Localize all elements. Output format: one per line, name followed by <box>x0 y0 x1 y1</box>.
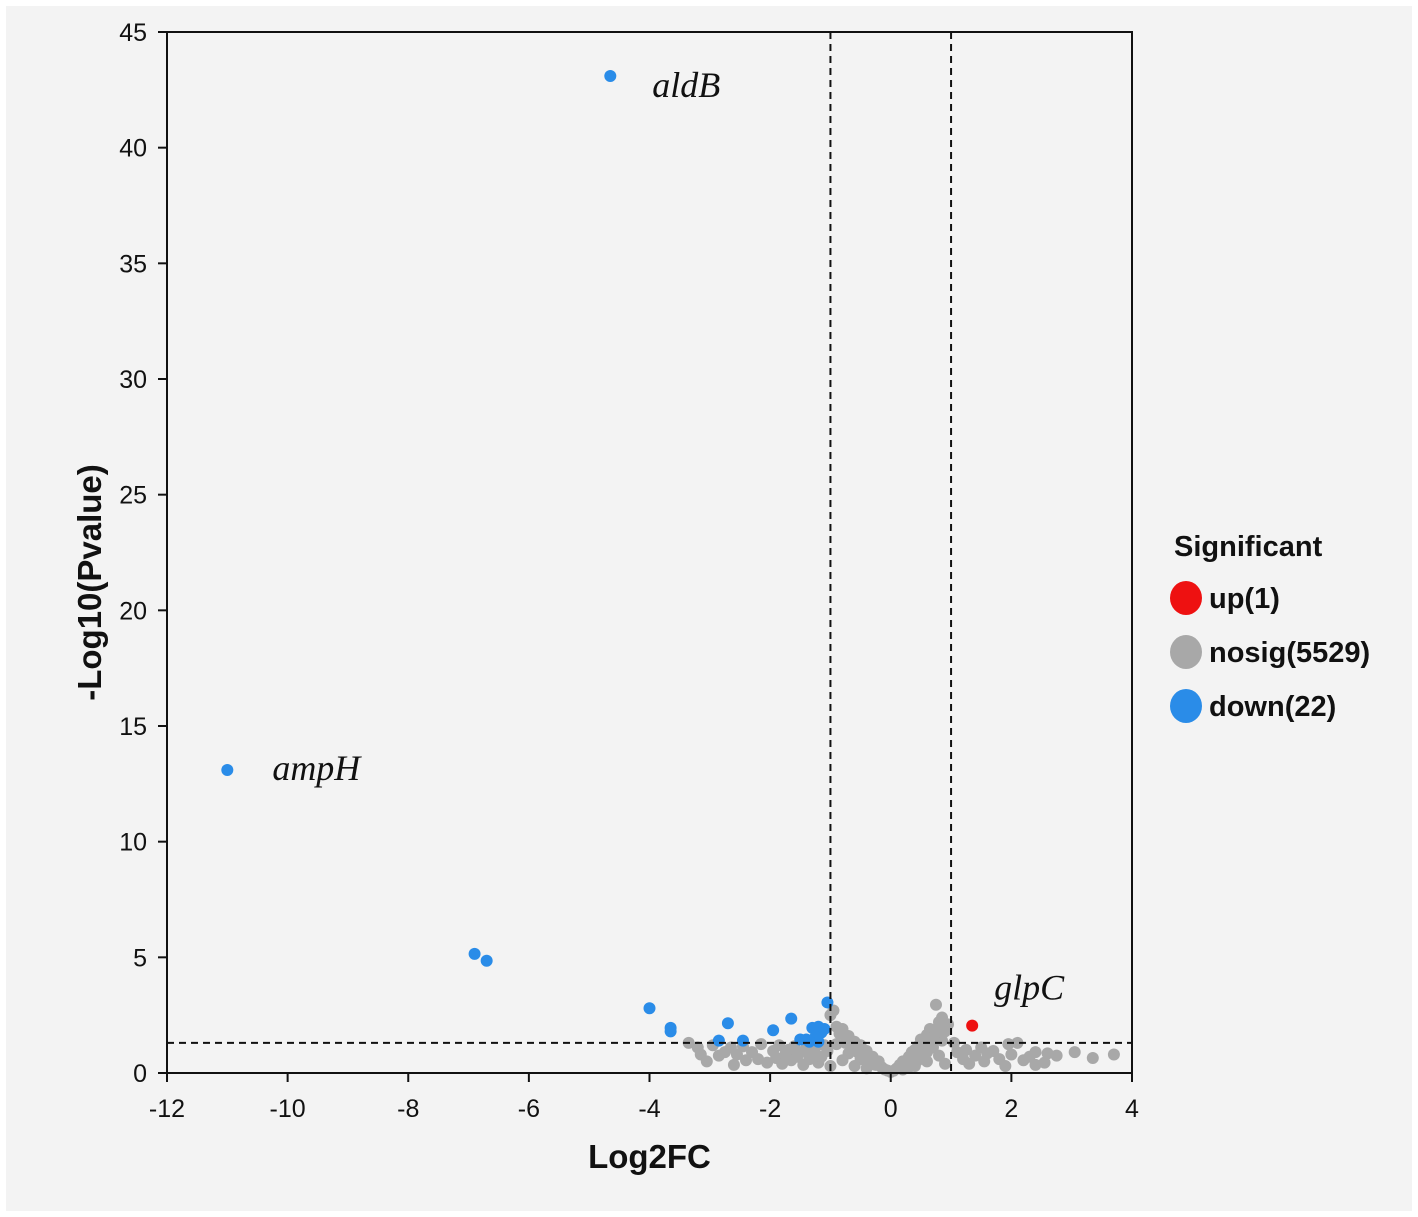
point-nosig-13 <box>752 1053 765 1066</box>
point-nosig-114 <box>1041 1047 1054 1060</box>
point-nosig-115 <box>1050 1049 1063 1062</box>
point-down-3 <box>480 954 493 967</box>
gene-label-aldB: aldB <box>652 65 720 105</box>
x-tick-label: -8 <box>397 1095 419 1123</box>
point-nosig-94 <box>929 1026 942 1039</box>
x-tick-label: 2 <box>1004 1095 1018 1123</box>
point-nosig-3 <box>700 1055 713 1068</box>
x-axis-title: Log2FC <box>588 1138 711 1175</box>
point-nosig-93 <box>911 1054 924 1067</box>
x-tick-label: 4 <box>1125 1095 1139 1123</box>
y-tick-label: 15 <box>119 713 147 741</box>
point-down-1 <box>221 763 234 776</box>
legend-title: Significant <box>1174 531 1323 563</box>
point-down-20 <box>812 1035 825 1048</box>
point-nosig-112 <box>1029 1058 1042 1071</box>
plot-marks: aldB ampH glpC <box>221 65 1120 1078</box>
legend: Significant up(1) nosig(5529) down(22) <box>1170 531 1370 723</box>
x-tick-label: -6 <box>518 1095 540 1123</box>
legend-label-2: down(22) <box>1209 691 1336 723</box>
y-tick-label: 35 <box>119 250 147 278</box>
y-axis-title: -Log10(Pvalue) <box>71 464 108 701</box>
legend-swatch-1 <box>1170 635 1202 669</box>
point-nosig-15 <box>761 1056 774 1069</box>
y-tick-label: 30 <box>119 366 147 394</box>
legend-label-0: up(1) <box>1209 583 1280 615</box>
point-nosig-79 <box>848 1060 861 1073</box>
y-tick-label: 20 <box>119 597 147 625</box>
point-nosig-107 <box>1002 1038 1015 1051</box>
y-tick-label: 5 <box>133 944 147 972</box>
point-nosig-109 <box>1011 1036 1024 1049</box>
point-nosig-82 <box>860 1062 873 1075</box>
point-nosig-116 <box>1068 1046 1081 1059</box>
y-tick-label: 45 <box>119 19 147 47</box>
legend-swatch-2 <box>1170 689 1202 723</box>
point-nosig-88 <box>902 1061 915 1074</box>
legend-swatch-0 <box>1170 581 1202 615</box>
gene-label-ampH: ampH <box>272 748 362 788</box>
y-tick-label: 10 <box>119 829 147 857</box>
point-down-7 <box>712 1034 725 1047</box>
point-nosig-14 <box>755 1038 768 1051</box>
point-nosig-74 <box>942 1018 955 1031</box>
point-up-0 <box>966 1019 979 1032</box>
y-tick-label: 0 <box>133 1060 147 1088</box>
point-down-18 <box>818 1023 831 1036</box>
point-down-9 <box>736 1034 749 1047</box>
point-nosig-70 <box>929 998 942 1011</box>
point-nosig-117 <box>1086 1051 1099 1064</box>
point-nosig-119 <box>1038 1056 1051 1069</box>
point-down-11 <box>785 1012 798 1025</box>
y-tick-label: 25 <box>119 482 147 510</box>
point-nosig-113 <box>1029 1046 1042 1059</box>
point-nosig-108 <box>1005 1048 1018 1061</box>
x-tick-label: -12 <box>149 1095 185 1123</box>
point-nosig-90 <box>939 1057 952 1070</box>
point-nosig-19 <box>776 1057 789 1070</box>
point-nosig-8 <box>727 1058 740 1071</box>
point-down-4 <box>643 1002 656 1015</box>
x-tick-label: -2 <box>759 1095 781 1123</box>
x-tick-label: 0 <box>884 1095 898 1123</box>
point-down-8 <box>721 1017 734 1030</box>
x-tick-label: -10 <box>270 1095 306 1123</box>
point-nosig-75 <box>830 1038 843 1051</box>
point-down-10 <box>767 1024 780 1037</box>
point-down-21 <box>803 1035 816 1048</box>
point-down-6 <box>664 1025 677 1038</box>
point-down-0 <box>604 69 617 82</box>
point-nosig-118 <box>1107 1048 1120 1061</box>
x-tick-label: -4 <box>638 1095 660 1123</box>
point-nosig-98 <box>960 1043 973 1056</box>
point-nosig-91 <box>920 1046 933 1059</box>
gene-label-glpC: glpC <box>994 968 1065 1008</box>
point-nosig-80 <box>836 1054 849 1067</box>
plot-frame <box>166 31 1133 1074</box>
point-nosig-106 <box>999 1060 1012 1073</box>
point-down-2 <box>468 947 481 960</box>
legend-label-1: nosig(5529) <box>1209 637 1370 669</box>
point-down-19 <box>821 996 834 1009</box>
y-tick-label: 40 <box>119 135 147 163</box>
